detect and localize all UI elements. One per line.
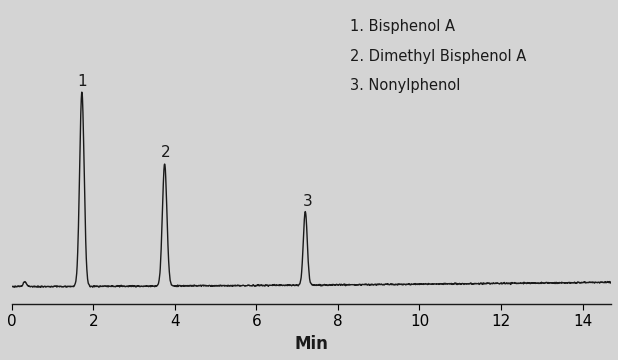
Text: 3: 3 (302, 194, 312, 209)
Text: 1: 1 (77, 73, 87, 89)
Text: 3. Nonylphenol: 3. Nonylphenol (350, 78, 461, 93)
Text: 2: 2 (161, 145, 171, 160)
Text: 2. Dimethyl Bisphenol A: 2. Dimethyl Bisphenol A (350, 49, 527, 64)
Text: 1. Bisphenol A: 1. Bisphenol A (350, 19, 455, 34)
X-axis label: Min: Min (294, 335, 328, 353)
